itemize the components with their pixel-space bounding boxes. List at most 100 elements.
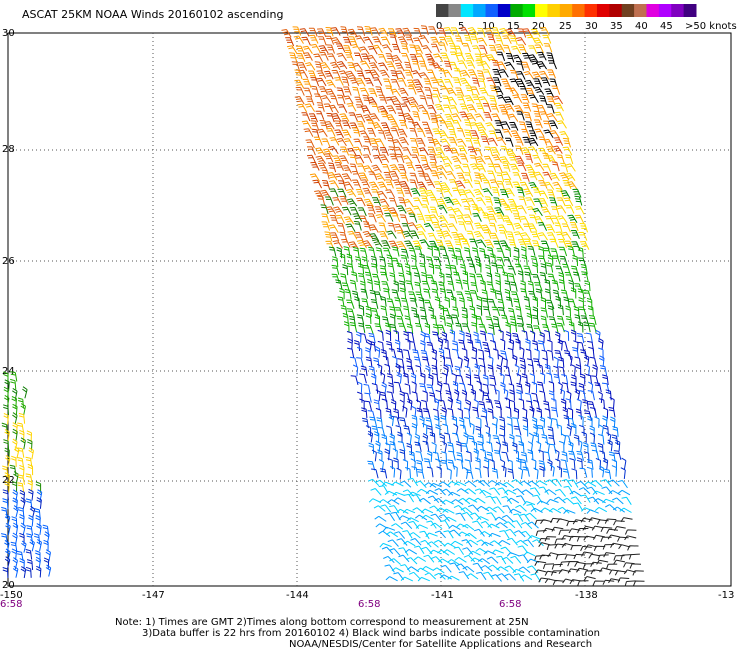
wind-barb	[389, 34, 398, 44]
wind-barb	[575, 364, 582, 376]
wind-barb	[332, 240, 343, 249]
wind-barb	[473, 497, 486, 504]
wind-barb	[588, 315, 597, 326]
wind-barb	[529, 406, 535, 418]
wind-barb	[454, 556, 467, 563]
wind-barb	[335, 214, 345, 224]
wind-barb	[45, 549, 51, 562]
wind-barb	[11, 516, 18, 528]
wind-barb	[583, 570, 596, 576]
colorbar-swatch	[559, 4, 573, 17]
wind-barb	[369, 289, 377, 301]
wind-barb	[357, 272, 366, 283]
wind-barb	[369, 233, 380, 242]
wind-barb	[459, 417, 465, 429]
wind-barb	[549, 238, 559, 248]
wind-barb	[381, 546, 394, 555]
colorbar-swatch	[609, 4, 623, 17]
wind-barb	[506, 552, 520, 557]
wind-barb	[376, 190, 388, 199]
wind-barb	[534, 128, 545, 138]
wind-barb	[468, 550, 481, 556]
wind-barb	[498, 434, 506, 445]
wind-barb	[538, 245, 545, 257]
wind-barb	[508, 198, 518, 208]
wind-barb	[397, 77, 407, 87]
wind-barb	[318, 45, 329, 54]
wind-barb	[513, 425, 522, 436]
wind-barb	[388, 348, 397, 359]
wind-barb	[538, 542, 551, 547]
wind-barb	[415, 480, 427, 489]
wind-barb	[436, 466, 442, 478]
wind-barb	[592, 534, 605, 540]
wind-barb	[11, 455, 17, 467]
wind-barb	[406, 357, 412, 370]
wind-barb	[507, 113, 519, 122]
wind-barb	[403, 349, 411, 360]
wind-barb	[466, 539, 479, 546]
wind-barb	[534, 171, 545, 180]
wind-barb	[349, 356, 358, 367]
wind-barb	[499, 230, 508, 240]
wind-barb	[321, 221, 331, 231]
wind-barb	[414, 441, 422, 452]
wind-barb	[416, 213, 426, 224]
wind-barb	[580, 264, 588, 275]
wind-barb	[395, 62, 405, 72]
wind-barb	[551, 418, 559, 429]
colorbar-swatch	[535, 4, 548, 17]
wind-barb	[291, 61, 300, 71]
wind-barb	[445, 264, 453, 275]
wind-barb	[13, 505, 19, 518]
wind-barb	[342, 312, 349, 324]
wind-barb	[478, 324, 488, 334]
wind-barb	[600, 479, 612, 487]
wind-barb	[443, 60, 453, 71]
wind-barb	[423, 458, 432, 469]
wind-barb	[545, 299, 555, 310]
wind-barb	[406, 270, 412, 282]
wind-barb	[509, 434, 515, 446]
wind-barb	[633, 580, 645, 586]
wind-barb	[502, 357, 508, 370]
wind-barb	[12, 522, 19, 535]
wind-barb	[393, 330, 400, 342]
wind-barb	[466, 573, 479, 580]
wind-barb	[331, 264, 340, 275]
wind-barb	[346, 308, 355, 318]
wind-barb	[498, 198, 509, 208]
wind-barb	[470, 130, 480, 140]
wind-barb	[432, 567, 445, 574]
wind-barb	[564, 272, 574, 282]
wind-barb	[560, 340, 568, 351]
wind-barb	[447, 575, 460, 581]
wind-barb	[524, 153, 533, 164]
wind-barb	[427, 146, 437, 156]
wind-barb	[431, 348, 437, 361]
wind-barb	[517, 28, 527, 38]
wind-barb	[436, 165, 448, 174]
wind-barb	[579, 467, 588, 478]
wind-barb	[402, 230, 413, 239]
wind-barb	[409, 172, 419, 183]
note-line-3: NOAA/NESDIS/Center for Satellite Applica…	[289, 639, 592, 650]
wind-barb	[459, 26, 470, 36]
wind-barb	[544, 88, 554, 98]
wind-barb	[608, 490, 621, 496]
wind-barb	[464, 119, 473, 130]
wind-barb	[423, 78, 433, 88]
wind-barb	[544, 215, 555, 225]
wind-barb	[386, 391, 395, 402]
wind-barb	[360, 60, 371, 69]
wind-barb	[513, 298, 521, 309]
wind-barb	[453, 481, 467, 487]
wind-barb	[337, 94, 346, 105]
wind-barb	[585, 332, 593, 343]
wind-barb	[364, 26, 373, 36]
wind-barb	[451, 499, 464, 506]
wind-barb	[568, 279, 575, 291]
wind-barb	[28, 514, 34, 527]
wind-barb	[281, 29, 292, 38]
wind-barb	[372, 36, 382, 46]
